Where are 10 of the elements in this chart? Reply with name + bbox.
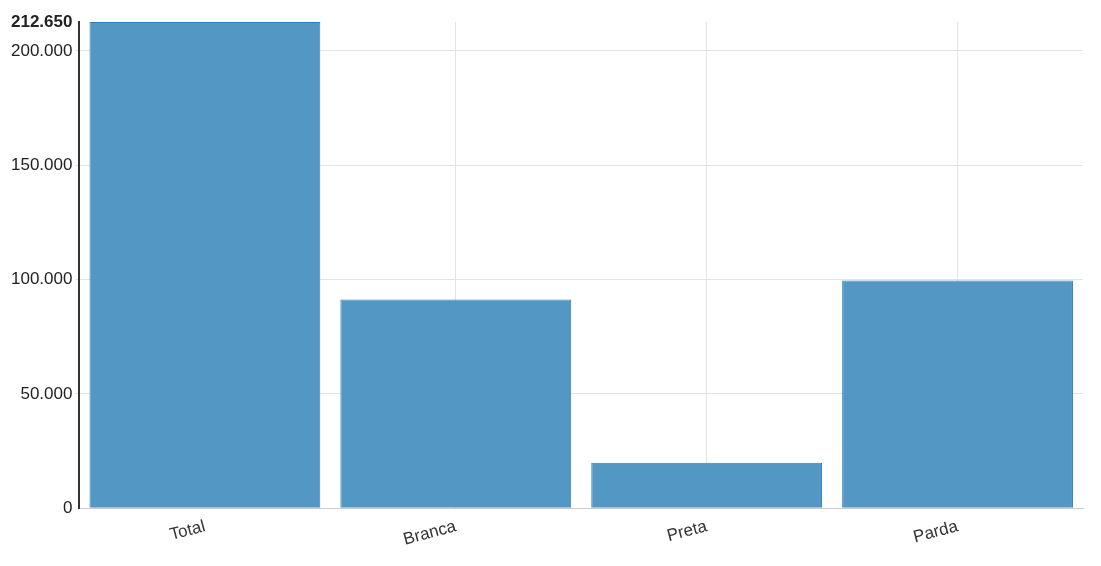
- x-tick-label: Total: [167, 516, 208, 544]
- x-tick-label: Branca: [401, 516, 459, 549]
- y-tick-label: 150.000: [11, 154, 73, 174]
- y-tick-label: 100.000: [11, 269, 73, 289]
- y-tick-label: 0: [62, 498, 73, 518]
- x-tick-label: Preta: [664, 516, 710, 546]
- y-tick-label: 50.000: [20, 383, 73, 403]
- x-tick-label: Parda: [911, 516, 961, 547]
- y-tick-label: 200.000: [11, 40, 73, 60]
- y-tick-label: 212.650: [11, 11, 73, 31]
